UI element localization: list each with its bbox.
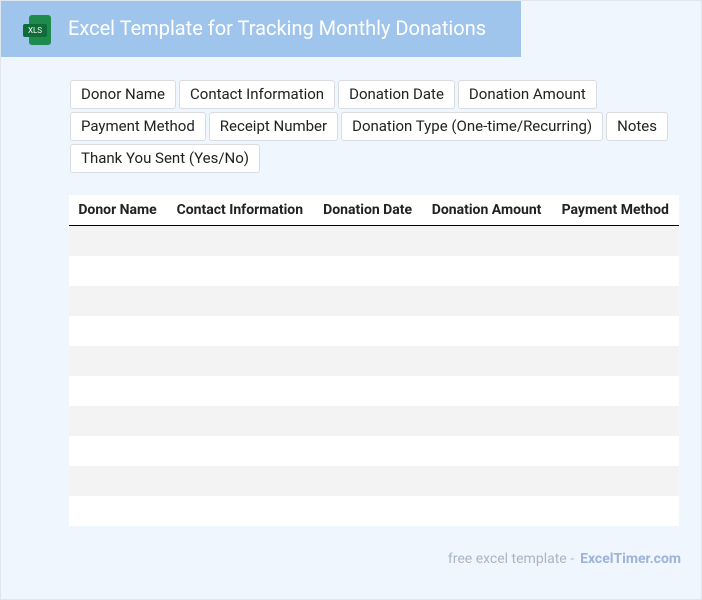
column-header: Donation Date [313,195,422,226]
cell [69,286,679,316]
row [69,406,679,436]
footer: free excel template - ExcelTimer.com [448,551,681,567]
cell [69,466,679,496]
tag: Donor Name [70,80,177,109]
row [69,436,679,466]
cell [69,256,679,286]
column-header: Contact Information [166,195,314,226]
footer-link[interactable]: ExcelTimer.com [580,551,681,567]
row [69,286,679,316]
tag: Payment Method [70,112,206,141]
column-header: Donor Name [69,195,167,226]
row [69,376,679,406]
footer-text: free excel template - [447,551,575,567]
tag: Donation Amount [457,80,597,109]
cell [69,406,679,436]
table-body [69,225,679,526]
tag: Donation Date [338,80,455,109]
column-header: Donation Amount [421,195,552,226]
header: XLS Excel Template for Tracking Monthly … [1,1,521,57]
xls-icon: XLS [23,15,51,45]
tag: Donation Type (One-time/Recurring) [341,112,604,141]
row [69,466,679,496]
cell [69,346,679,376]
header-row: Donor Name Contact Information Donation Da… [69,195,679,226]
icon-label: XLS [23,24,47,37]
title: Excel Template for Tracking Monthly Dona… [68,16,487,40]
tag-list: Donor Name Contact Information Donation Da… [70,80,680,173]
data-table: Donor Name Contact Information Donation Da… [69,195,679,526]
cell [69,496,679,526]
tag: Notes [606,112,668,141]
cell [69,225,679,256]
row [69,256,679,286]
column-header: Payment Method [551,195,679,226]
row [69,316,679,346]
tag: Receipt Number [208,112,339,141]
cell [69,316,679,346]
cell [69,436,679,466]
row [69,225,679,256]
tag: Thank You Sent (Yes/No) [70,144,261,173]
cell [69,376,679,406]
row [69,346,679,376]
row [69,496,679,526]
tag: Contact Information [179,80,336,109]
